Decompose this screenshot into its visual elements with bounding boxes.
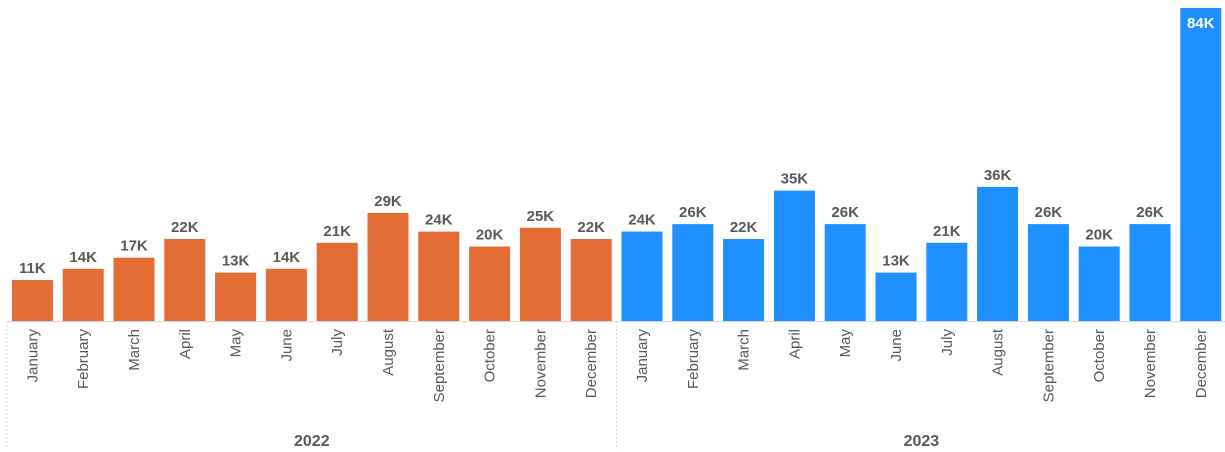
bar-2022-july: [316, 242, 358, 322]
bar-2022-april: [164, 239, 206, 321]
bar-2022-march: [113, 257, 155, 321]
tick-label-2023-july: July: [939, 329, 956, 356]
data-label-2023-september: 26K: [1035, 204, 1063, 221]
bar-2022-january: [11, 280, 53, 321]
tick-label-2023-january: January: [634, 329, 651, 383]
bar-2022-august: [367, 212, 409, 321]
data-label-2023-august: 36K: [984, 167, 1012, 184]
data-label-2023-june: 13K: [882, 253, 910, 270]
bar-2023-march: [723, 239, 765, 321]
data-label-2022-september: 24K: [425, 212, 453, 229]
data-label-2023-april: 35K: [781, 171, 809, 188]
tick-label-2022-july: July: [329, 329, 346, 356]
tick-label-2023-october: October: [1091, 329, 1108, 382]
tick-label-2022-october: October: [482, 329, 499, 382]
bar-2022-september: [418, 231, 460, 321]
data-label-2022-october: 20K: [476, 227, 504, 244]
bar-2022-december: [570, 239, 612, 321]
bar-2023-april: [773, 190, 815, 321]
bar-2023-december: [1180, 8, 1222, 321]
bar-2023-january: [621, 231, 663, 321]
tick-label-2022-march: March: [126, 329, 143, 371]
tick-label-2022-june: June: [278, 329, 295, 362]
tick-label-2023-august: August: [990, 328, 1007, 376]
bar-2023-september: [1027, 224, 1069, 321]
data-label-2022-june: 14K: [273, 249, 301, 266]
year-label-2022: 2022: [294, 433, 330, 450]
bar-2022-february: [62, 268, 104, 321]
bars-layer: [11, 8, 1222, 322]
bar-2022-may: [215, 272, 257, 321]
tick-label-2023-may: May: [837, 329, 854, 358]
tick-label-2023-february: February: [685, 329, 702, 390]
data-label-2023-march: 22K: [730, 219, 758, 236]
bar-2023-october: [1078, 246, 1120, 321]
data-label-2022-may: 13K: [222, 253, 250, 270]
bar-2022-october: [469, 246, 511, 321]
data-label-2022-april: 22K: [171, 219, 199, 236]
data-label-2022-december: 22K: [577, 219, 605, 236]
data-label-2023-january: 24K: [628, 212, 656, 229]
tick-label-2023-september: September: [1040, 329, 1057, 402]
bar-2022-november: [519, 227, 561, 321]
data-label-2023-may: 26K: [831, 204, 859, 221]
tick-label-2022-january: January: [24, 329, 41, 383]
data-label-2023-october: 20K: [1085, 227, 1113, 244]
bar-2023-august: [977, 186, 1019, 321]
tick-label-2022-november: November: [532, 329, 549, 398]
tick-label-2023-december: December: [1193, 329, 1210, 398]
tick-label-2022-april: April: [177, 329, 194, 359]
bar-2022-june: [265, 268, 307, 321]
tick-label-2023-june: June: [888, 329, 905, 362]
data-label-2022-november: 25K: [527, 208, 555, 225]
data-label-2023-november: 26K: [1136, 204, 1164, 221]
year-label-2023: 2023: [904, 433, 940, 450]
bar-2023-november: [1129, 224, 1171, 321]
data-label-2022-march: 17K: [120, 238, 148, 255]
bar-2023-february: [672, 224, 714, 321]
data-label-2022-august: 29K: [374, 193, 402, 210]
data-labels-layer: 11K 14K 17K 22K 13K 14K 21K 29K 24K 20K 25K 22K 24K 2…: [19, 15, 1215, 277]
tick-label-2022-may: May: [228, 329, 245, 358]
tick-label-2023-march: March: [736, 329, 753, 371]
tick-label-2023-november: November: [1142, 329, 1159, 398]
data-label-2022-january: 11K: [19, 260, 46, 277]
x-axis: January February March April May June July Augu…: [6, 321, 1225, 450]
tick-label-2023-april: April: [786, 329, 803, 359]
bar-2023-june: [875, 272, 917, 321]
data-label-2023-december: 84K: [1187, 15, 1215, 32]
data-label-2022-february: 14K: [69, 249, 97, 266]
tick-label-2022-february: February: [75, 329, 92, 390]
tick-label-2022-september: September: [431, 329, 448, 402]
bar-2023-may: [824, 224, 866, 321]
tick-label-2022-december: December: [583, 329, 600, 398]
data-label-2023-july: 21K: [933, 223, 961, 240]
data-label-2022-july: 21K: [323, 223, 351, 240]
bar-2023-july: [926, 242, 968, 322]
data-label-2023-february: 26K: [679, 204, 707, 221]
tick-label-2022-august: August: [380, 328, 397, 376]
